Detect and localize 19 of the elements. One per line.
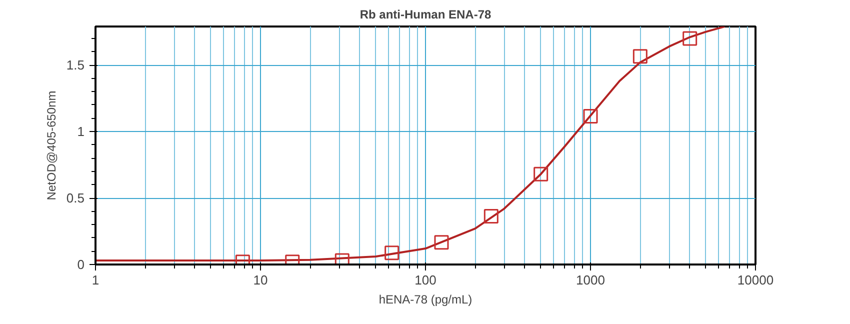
point bbox=[484, 208, 498, 224]
point bbox=[583, 109, 598, 124]
y-tick-label: 1.5 bbox=[66, 58, 85, 73]
point bbox=[434, 235, 449, 250]
chart-title: Rb anti-Human ENA-78 bbox=[360, 8, 492, 22]
x-tick-label: 1 bbox=[92, 272, 100, 288]
x-axis-title: hENA-78 (pg/mL) bbox=[378, 292, 472, 306]
point bbox=[632, 49, 648, 64]
x-tick-label: 1000 bbox=[576, 272, 605, 288]
x-tick-label: 10000 bbox=[737, 272, 774, 288]
point bbox=[384, 246, 400, 260]
y-tick-label: 0 bbox=[77, 257, 85, 272]
point bbox=[682, 31, 698, 46]
x-tick-label: 10 bbox=[253, 272, 268, 288]
point bbox=[534, 166, 548, 182]
x-tick-label: 100 bbox=[414, 272, 436, 288]
y-axis-title: NetOD@405-650nm bbox=[44, 90, 58, 200]
y-tick-label: 0.5 bbox=[66, 190, 85, 206]
y-tick-label: 1 bbox=[77, 124, 85, 140]
